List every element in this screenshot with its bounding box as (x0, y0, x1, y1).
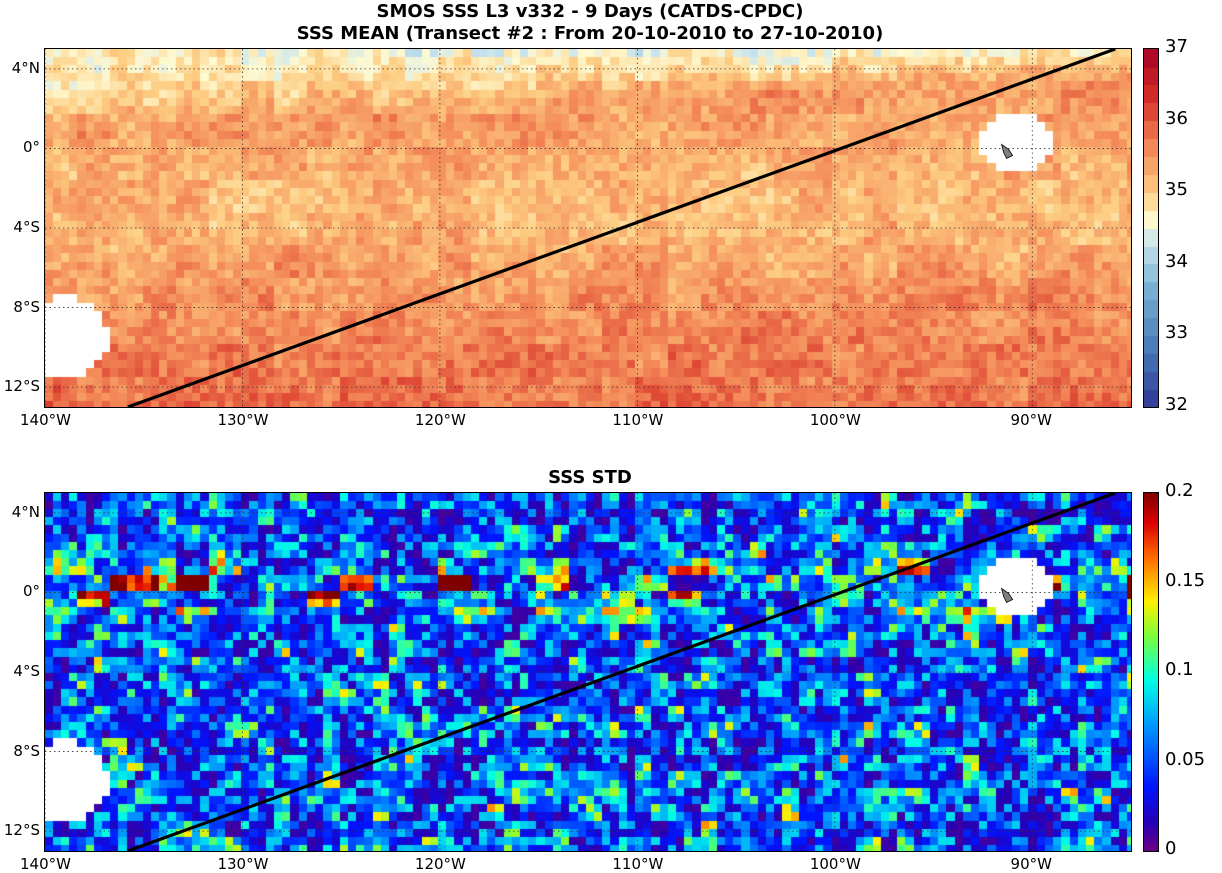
colorbar-tick-label-1: 33 (1165, 322, 1188, 344)
y-tick-label-3: 8°S (13, 741, 40, 760)
x-tick-label-5: 90°W (1010, 855, 1052, 873)
sss-std-map (44, 492, 1132, 852)
x-tick-label-0: 140°W (20, 411, 71, 429)
colorbar-tick-label-3: 35 (1165, 179, 1188, 201)
sss-mean-map (44, 48, 1132, 408)
y-tick-label-2: 4°S (13, 662, 40, 680)
colorbar-tick-label-2: 0.1 (1165, 659, 1194, 680)
colorbar-tick-label-5: 37 (1165, 36, 1188, 57)
transect-line (127, 493, 1116, 851)
x-tick-label-2: 120°W (414, 855, 466, 873)
colorbar-tick-label-3: 0.15 (1165, 569, 1206, 591)
sss-std-overlay (45, 493, 1131, 851)
x-tick-label-1: 130°W (217, 855, 269, 873)
y-tick-label-1: 0° (22, 582, 40, 601)
std-panel-title: SSS STD (548, 467, 632, 488)
colorbar-tick-label-4: 0.2 (1165, 480, 1194, 501)
colorbar-tick-label-2: 34 (1165, 250, 1188, 272)
y-tick-label-0: 4°N (11, 502, 40, 521)
island-marker (1000, 143, 1014, 159)
x-tick-label-0: 140°W (20, 855, 71, 873)
sss-mean-overlay (45, 49, 1131, 407)
x-tick-label-3: 110°W (612, 411, 664, 429)
y-tick-label-4: 12°S (3, 821, 40, 840)
transect-line (127, 49, 1116, 407)
y-tick-label-0: 4°N (11, 58, 40, 77)
colorbar-tick-label-4: 36 (1165, 107, 1188, 129)
island-marker (1000, 587, 1014, 603)
y-tick-label-1: 0° (22, 138, 40, 157)
figure-title-line2: SSS MEAN (Transect #2 : From 20-10-2010 … (296, 23, 884, 44)
sss-std-colorbar (1143, 492, 1159, 852)
figure-title-line1: SMOS SSS L3 v332 - 9 Days (CATDS-CPDC) (376, 1, 804, 22)
y-tick-label-4: 12°S (3, 377, 40, 396)
y-tick-label-3: 8°S (13, 297, 40, 316)
x-tick-label-4: 100°W (809, 411, 861, 429)
x-tick-label-3: 110°W (612, 855, 664, 873)
colorbar-tick-label-0: 32 (1165, 394, 1188, 415)
y-tick-label-2: 4°S (13, 218, 40, 236)
x-tick-label-2: 120°W (414, 411, 466, 429)
colorbar-tick-label-1: 0.05 (1165, 748, 1206, 770)
x-tick-label-4: 100°W (809, 855, 861, 873)
colorbar-tick-label-0: 0 (1165, 838, 1177, 859)
x-tick-label-1: 130°W (217, 411, 269, 429)
sss-mean-colorbar (1143, 48, 1159, 408)
x-tick-label-5: 90°W (1010, 411, 1052, 429)
